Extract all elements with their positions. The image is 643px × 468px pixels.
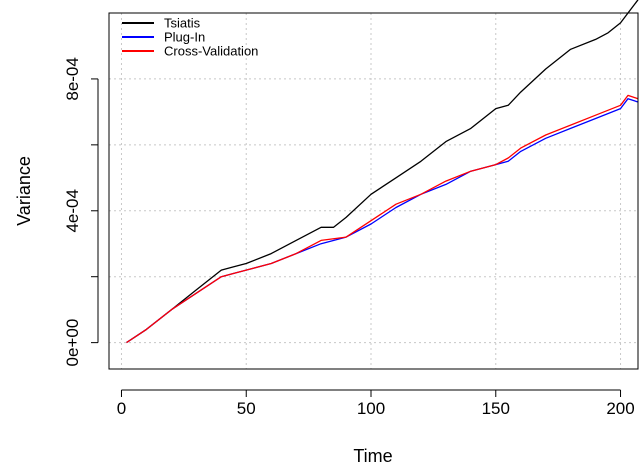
x-tick-label-4: 200 <box>606 399 634 418</box>
series-lines <box>126 0 639 344</box>
x-tick-label-0: 0 <box>117 399 126 418</box>
series-line-tsiatis <box>126 0 639 344</box>
y-tick-label-0: 0e+00 <box>63 319 82 367</box>
x-tick-label-1: 50 <box>237 399 256 418</box>
legend-label-2: Cross-Validation <box>164 44 258 59</box>
grid <box>109 13 638 369</box>
x-tick-label-3: 150 <box>482 399 510 418</box>
y-tick-label-2: 8e-04 <box>63 57 82 100</box>
x-tick-label-2: 100 <box>357 399 385 418</box>
axes: 0 50 100 150 200 0e+00 4e-04 8e-04 <box>63 57 635 418</box>
y-tick-label-1: 4e-04 <box>63 189 82 232</box>
legend-label-1: Plug-In <box>164 30 205 45</box>
y-axis-title: Variance <box>14 156 34 226</box>
series-line-cross-validation <box>126 94 639 344</box>
legend-label-0: Tsiatis <box>164 16 201 31</box>
plot-frame <box>108 12 639 370</box>
x-axis-title: Time <box>353 446 392 466</box>
series-line-plug-in <box>126 98 639 344</box>
